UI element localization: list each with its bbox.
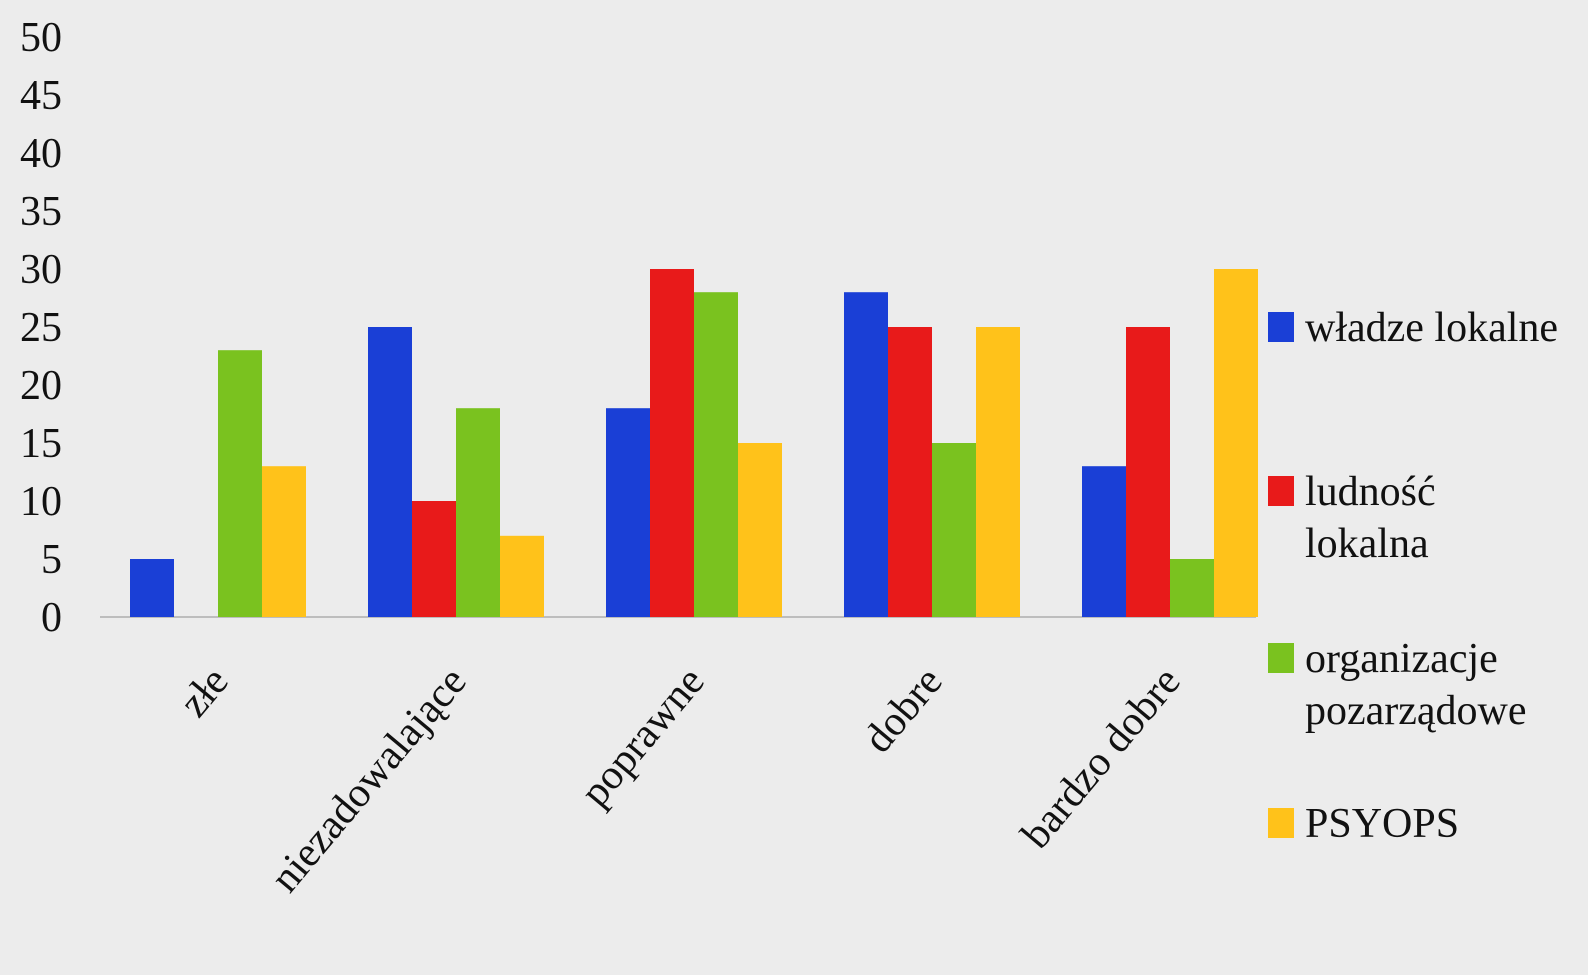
bar-3-4 (932, 443, 976, 617)
y-tick-label: 45 (20, 73, 62, 119)
y-tick-label: 40 (20, 131, 62, 177)
bar-2-3 (650, 269, 694, 617)
bar-4-2 (500, 535, 544, 617)
bar-1-4 (844, 292, 888, 617)
legend-swatch-3 (1268, 643, 1294, 673)
x-tick-label: złe (171, 659, 238, 726)
y-tick-label: 0 (41, 595, 62, 641)
bar-3-1 (218, 350, 262, 617)
bar-3-3 (694, 292, 738, 617)
legend-swatch-1 (1268, 312, 1294, 342)
bar-2-5 (1126, 327, 1170, 617)
legend-label-3: organizacje pozarządowe (1305, 636, 1527, 734)
legend-label-2: ludność lokalna (1305, 469, 1436, 567)
bar-4-4 (976, 327, 1020, 617)
y-tick-label: 5 (41, 537, 62, 583)
bar-3-5 (1170, 559, 1214, 617)
legend-swatch-2 (1268, 476, 1294, 506)
bar-2-4 (888, 327, 932, 617)
x-tick-label: dobre (855, 659, 952, 762)
y-tick-label: 50 (20, 15, 62, 61)
legend: władze lokalne ludność lokalna organizacje p… (1268, 305, 1558, 847)
bar-1-2 (368, 327, 412, 617)
y-tick-label: 35 (20, 189, 62, 235)
y-tick-label: 25 (20, 305, 62, 351)
x-axis-labels: złe niezadowalające poprawne dobre bardzo do… (171, 659, 1190, 901)
bars-layer (130, 269, 1258, 617)
bar-4-5 (1214, 269, 1258, 617)
legend-label-4: PSYOPS (1305, 801, 1459, 847)
y-tick-label: 15 (20, 421, 62, 467)
bar-1-3 (606, 408, 650, 617)
legend-swatch-4 (1268, 808, 1294, 838)
bar-1-5 (1082, 466, 1126, 617)
y-tick-label: 30 (20, 247, 62, 293)
axis-layer: 0 5 10 15 20 25 30 35 40 45 50 (20, 15, 1256, 641)
bar-2-2 (412, 501, 456, 617)
y-tick-label: 20 (20, 363, 62, 409)
x-tick-label: poprawne (572, 659, 714, 815)
bar-1-1 (130, 559, 174, 617)
y-tick-label: 10 (20, 479, 62, 525)
x-tick-label: niezadowalające (262, 659, 476, 901)
legend-label-1: władze lokalne (1305, 305, 1558, 351)
bar-4-3 (738, 443, 782, 617)
bar-3-2 (456, 408, 500, 617)
bar-4-1 (262, 466, 306, 617)
x-tick-label: bardzo dobre (1013, 659, 1190, 857)
